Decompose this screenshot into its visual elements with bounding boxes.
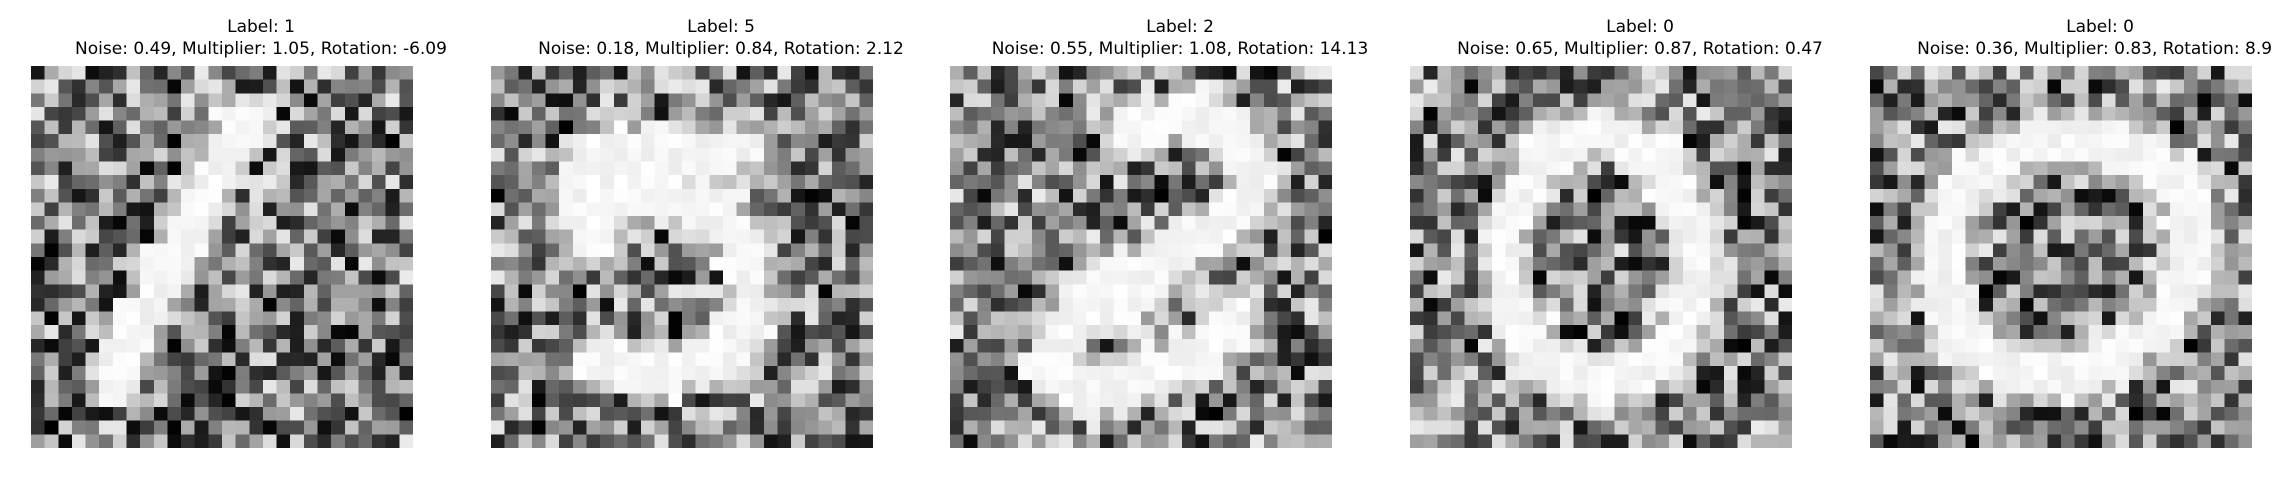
digit-image — [950, 66, 1332, 448]
panel-1: Label: 1 Noise: 0.49, Multiplier: 1.05, … — [31, 0, 491, 479]
panel-label: Label: 2 — [910, 17, 1450, 37]
panel-5: Label: 0 Noise: 0.36, Multiplier: 0.83, … — [1870, 0, 2273, 479]
panel-params: Noise: 0.55, Multiplier: 1.08, Rotation:… — [910, 39, 1450, 59]
panel-params: Noise: 0.36, Multiplier: 0.83, Rotation:… — [1830, 39, 2273, 59]
digit-image — [1870, 66, 2252, 448]
panel-label: Label: 0 — [1370, 17, 1910, 37]
panel-label: Label: 0 — [1830, 17, 2273, 37]
digit-image — [491, 66, 873, 448]
panel-params: Noise: 0.65, Multiplier: 0.87, Rotation:… — [1370, 39, 1910, 59]
digit-image — [31, 66, 413, 448]
panel-4: Label: 0 Noise: 0.65, Multiplier: 0.87, … — [1410, 0, 1870, 479]
digit-image — [1410, 66, 1792, 448]
panel-2: Label: 5 Noise: 0.18, Multiplier: 0.84, … — [491, 0, 951, 479]
panel-3: Label: 2 Noise: 0.55, Multiplier: 1.08, … — [950, 0, 1410, 479]
